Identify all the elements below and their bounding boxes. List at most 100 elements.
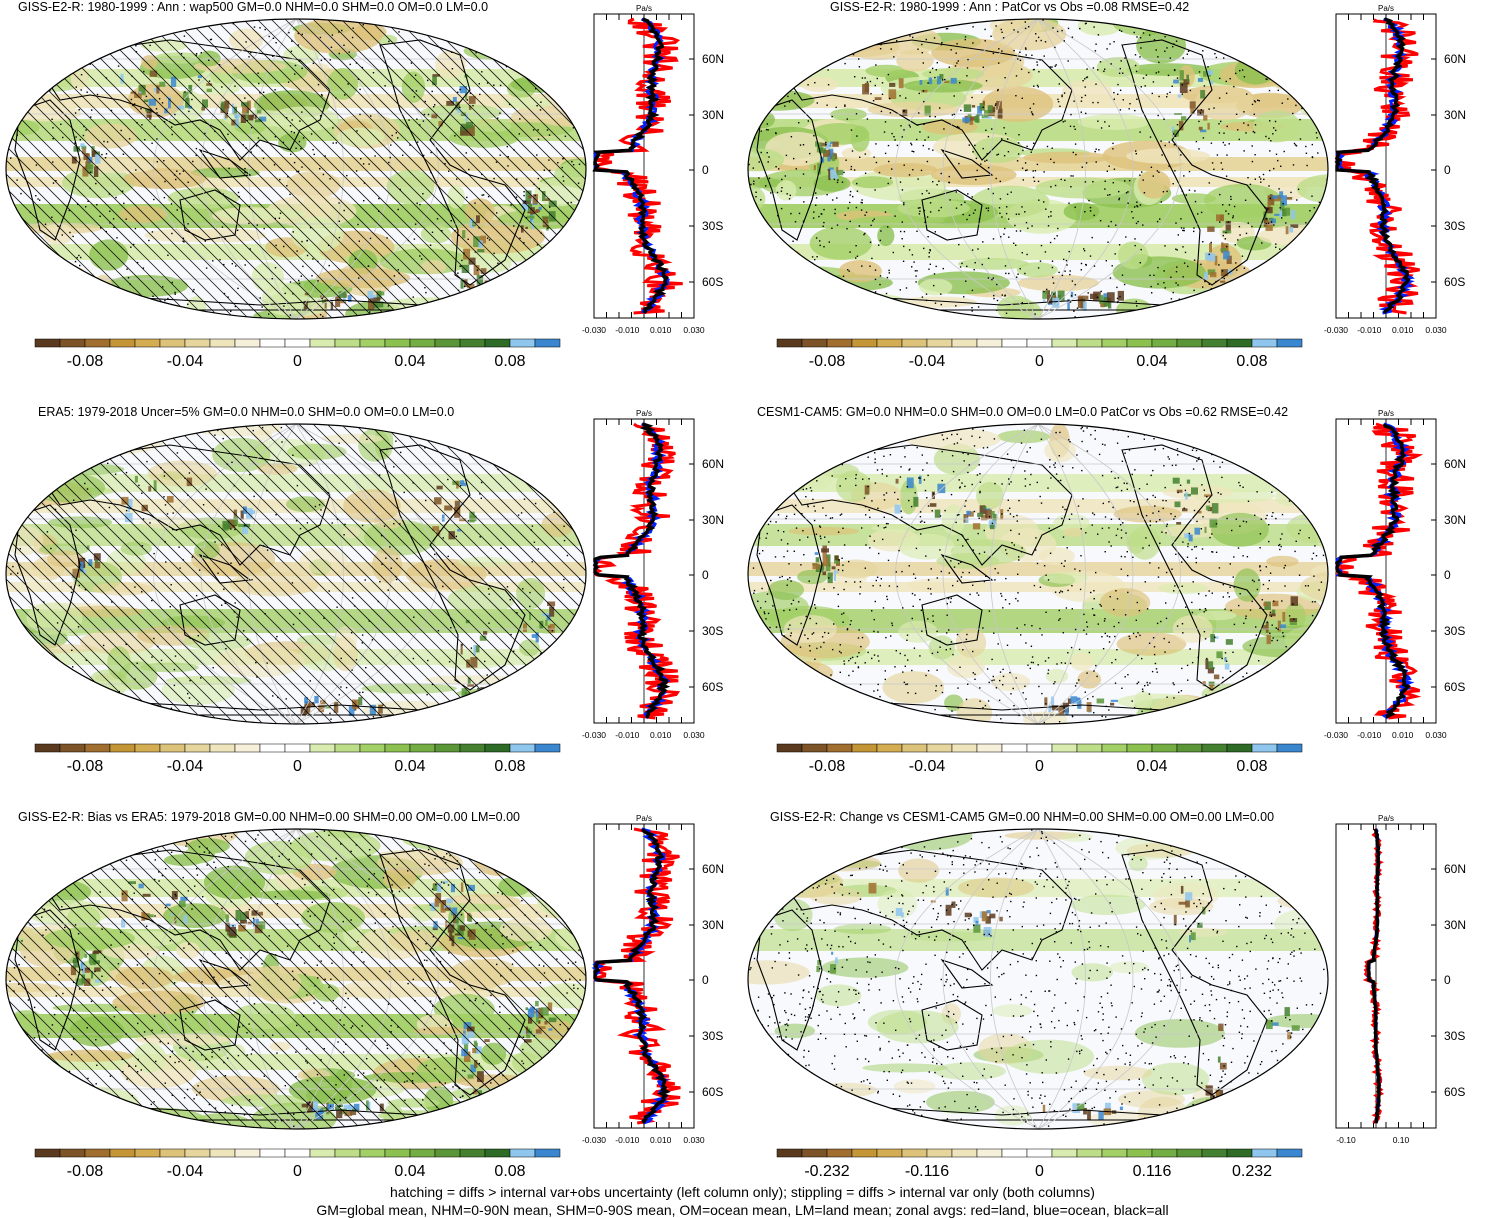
zonal-units-label: Pa/s xyxy=(1378,409,1394,418)
panel-title: GISS-E2-R: Bias vs ERA5: 1979-2018 GM=0.… xyxy=(18,810,520,824)
colorbar-swatch xyxy=(259,338,286,348)
colorbar-swatch xyxy=(1276,1148,1303,1158)
colorbar-swatch xyxy=(84,338,111,348)
colorbar-swatch xyxy=(34,338,61,348)
colorbar-swatch xyxy=(59,743,86,753)
colorbar-swatch xyxy=(926,743,953,753)
zonal-land-curve xyxy=(593,827,681,1125)
colorbar-label: -0.04 xyxy=(909,353,946,370)
colorbar-label: 0.04 xyxy=(394,1163,425,1180)
colorbar-swatch xyxy=(776,743,803,753)
zonal-average-plot: Pa/s 60N 30N 0 30S 60S -0.030 -0.010 0.010 0.030 xyxy=(582,4,724,335)
colorbar-swatch xyxy=(801,743,828,753)
colorbar-swatch xyxy=(459,1148,486,1158)
colorbar-swatch xyxy=(1076,1148,1103,1158)
colorbar-label: 0.04 xyxy=(394,353,425,370)
zonal-units-label: Pa/s xyxy=(1378,814,1394,823)
colorbar-swatch xyxy=(1251,743,1278,753)
colorbar-label: 0.08 xyxy=(1236,758,1267,775)
colorbar-swatch xyxy=(901,743,928,753)
colorbar-swatch xyxy=(409,1148,436,1158)
colorbar-swatch xyxy=(259,743,286,753)
panel-5: GISS-E2-R: Bias vs ERA5: 1979-2018 GM=0.… xyxy=(0,810,742,1215)
colorbar-label: -0.08 xyxy=(67,1163,104,1180)
colorbar-swatch xyxy=(509,1148,536,1158)
colorbar-swatch xyxy=(309,743,336,753)
colorbar-swatch xyxy=(1201,743,1228,753)
colorbar-swatch xyxy=(334,1148,361,1158)
colorbar-swatch xyxy=(534,1148,561,1158)
colorbar-swatch xyxy=(209,743,236,753)
colorbar-label: -0.08 xyxy=(67,758,104,775)
zonal-tick-label: -0.010 xyxy=(615,325,639,335)
colorbar-swatch xyxy=(801,1148,828,1158)
colorbar-swatch xyxy=(134,1148,161,1158)
colorbar-swatch xyxy=(1026,743,1053,753)
zonal-lat-label: 60N xyxy=(1444,52,1466,66)
panel-4: CESM1-CAM5: GM=0.0 NHM=0.0 SHM=0.0 OM=0.… xyxy=(742,405,1484,810)
colorbar-swatch xyxy=(84,1148,111,1158)
colorbar-swatch xyxy=(1226,743,1253,753)
panel-2: GISS-E2-R: 1980-1999 : Ann : PatCor vs O… xyxy=(742,0,1484,405)
map-field xyxy=(6,19,586,319)
zonal-lat-label: 60S xyxy=(1444,1085,1465,1099)
colorbar-label: -0.08 xyxy=(809,353,846,370)
panel-graphic: -0.08 -0.04 0 0.04 0.08 Pa/s 60N 30N 0 30S 60S -0.0… xyxy=(5,409,724,775)
colorbar-swatch xyxy=(1101,743,1128,753)
colorbar-swatch xyxy=(384,743,411,753)
colorbar-swatch xyxy=(59,1148,86,1158)
colorbar-label: -0.116 xyxy=(905,1163,949,1180)
colorbar-label: -0.04 xyxy=(909,758,946,775)
colorbar-swatch xyxy=(1001,743,1028,753)
panel-graphic: -0.08 -0.04 0 0.04 0.08 Pa/s 60N 30N 0 30S 60S -0.0… xyxy=(747,409,1466,775)
zonal-lat-label: 0 xyxy=(702,973,709,987)
colorbar-swatch xyxy=(1226,1148,1253,1158)
colorbar-label: -0.04 xyxy=(167,353,204,370)
zonal-lat-label: 30N xyxy=(1444,513,1466,527)
zonal-tick-label: 0.010 xyxy=(650,325,672,335)
colorbar-swatch xyxy=(334,338,361,348)
zonal-land-curve xyxy=(1335,18,1420,315)
colorbar-swatch xyxy=(184,338,211,348)
panel-title: ERA5: 1979-2018 Uncer=5% GM=0.0 NHM=0.0 … xyxy=(38,405,455,419)
colorbar-swatch xyxy=(1001,1148,1028,1158)
colorbar-swatch xyxy=(359,743,386,753)
zonal-lat-label: 60N xyxy=(702,862,724,876)
zonal-tick-label: 0.030 xyxy=(683,325,705,335)
colorbar-swatch xyxy=(359,1148,386,1158)
zonal-lat-label: 0 xyxy=(1444,973,1451,987)
colorbar-swatch xyxy=(851,338,878,348)
zonal-average-plot: Pa/s 60N 30N 0 30S 60S -0.030 -0.010 0.010 0.030 xyxy=(582,409,724,740)
colorbar-swatch xyxy=(534,338,561,348)
map-field xyxy=(748,829,1328,1129)
panel-title: GISS-E2-R: 1980-1999 : Ann : PatCor vs O… xyxy=(830,0,1190,14)
zonal-lat-label: 60S xyxy=(1444,275,1465,289)
map-field xyxy=(748,19,1328,319)
colorbar-swatch xyxy=(801,338,828,348)
colorbar-swatch xyxy=(1276,743,1303,753)
colorbar-swatch xyxy=(434,338,461,348)
colorbar-swatch xyxy=(876,338,903,348)
colorbar-swatch xyxy=(159,743,186,753)
colorbar-label: 0.04 xyxy=(1136,758,1167,775)
panel-graphic: -0.08 -0.04 0 0.04 0.08 Pa/s 60N 30N 0 30S 60S -0.0… xyxy=(747,4,1466,370)
colorbar-swatch xyxy=(434,1148,461,1158)
zonal-tick-label: 0.10 xyxy=(1393,1135,1410,1145)
zonal-lat-label: 30S xyxy=(702,624,723,638)
colorbar-swatch xyxy=(1176,338,1203,348)
panel-6: GISS-E2-R: Change vs CESM1-CAM5 GM=0.00 … xyxy=(742,810,1484,1215)
zonal-lat-label: 30N xyxy=(1444,918,1466,932)
colorbar-swatch xyxy=(776,1148,803,1158)
zonal-tick-label: 0.010 xyxy=(1392,730,1414,740)
colorbar-swatch xyxy=(509,338,536,348)
zonal-average-plot: Pa/s 60N 30N 0 30S 60S -0.10 0.10 xyxy=(1335,814,1466,1145)
colorbar-label: 0.116 xyxy=(1133,1163,1172,1180)
colorbar-label: -0.232 xyxy=(804,1163,849,1180)
colorbar-swatch xyxy=(409,743,436,753)
zonal-all-curve xyxy=(592,17,669,315)
zonal-tick-label: 0.010 xyxy=(650,730,672,740)
zonal-lat-label: 30N xyxy=(1444,108,1466,122)
colorbar-swatch xyxy=(1001,338,1028,348)
map-field xyxy=(748,424,1328,724)
zonal-lat-label: 30S xyxy=(702,1029,723,1043)
